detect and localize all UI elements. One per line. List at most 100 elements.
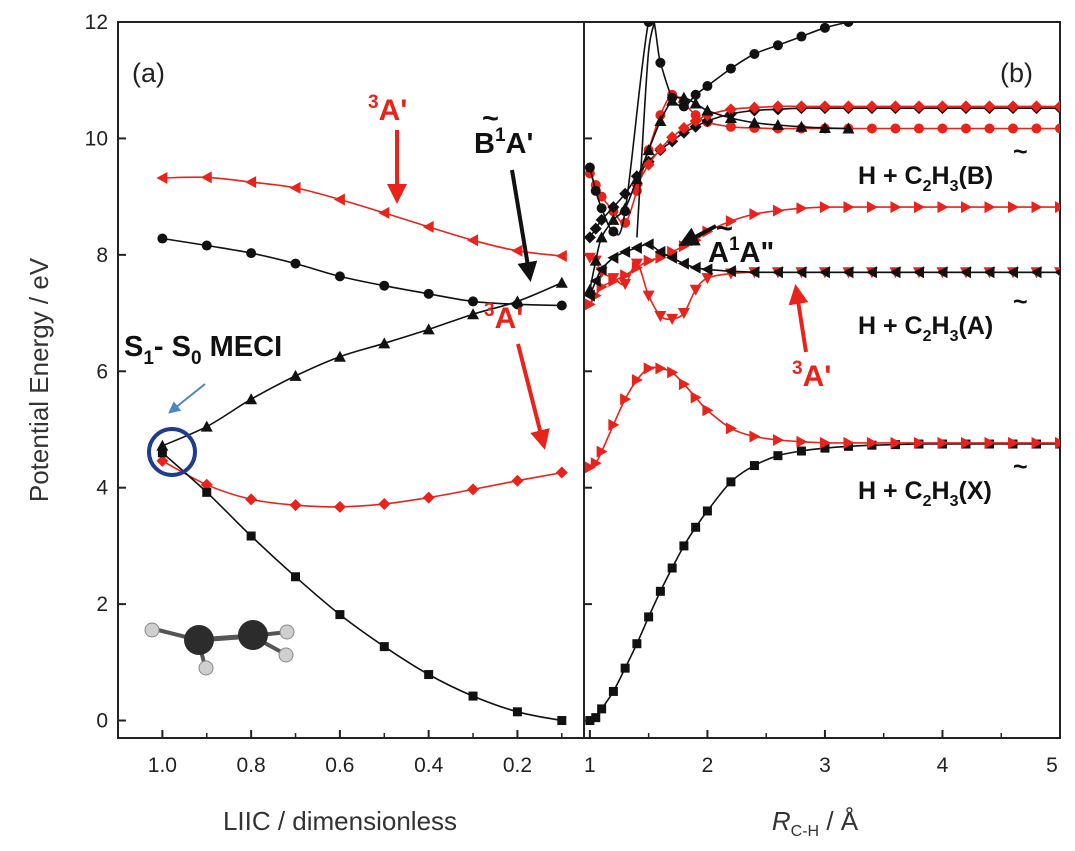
data-point — [590, 457, 602, 470]
svg-text:A1A": A1A" — [708, 234, 774, 269]
annotation-triplet-b: 3A' — [788, 284, 831, 393]
series-a-3 — [156, 454, 568, 513]
data-point — [334, 271, 345, 282]
panel-b-tag: (b) — [1000, 58, 1033, 88]
data-point — [619, 245, 631, 258]
data-point — [642, 144, 655, 156]
data-point — [584, 252, 596, 264]
a-sup: 1 — [729, 234, 740, 255]
data-point — [843, 441, 853, 451]
series-line — [162, 237, 562, 307]
data-point — [677, 91, 690, 103]
data-point — [724, 103, 737, 116]
atom-h — [278, 647, 294, 663]
ann-text: A' — [495, 302, 524, 335]
data-point — [667, 366, 679, 379]
x-tick-label: 4 — [937, 754, 949, 777]
data-point — [1055, 436, 1060, 449]
data-point — [866, 201, 878, 214]
asym-sub: 2 — [923, 328, 932, 345]
data-point — [701, 104, 714, 116]
a-text: A" — [740, 237, 775, 269]
meci-s1: S — [124, 331, 143, 363]
asym-sub2: 3 — [950, 493, 959, 510]
data-point — [749, 49, 760, 60]
data-point — [655, 362, 667, 375]
ann-sup: 3 — [792, 358, 803, 379]
data-point — [246, 531, 256, 541]
data-point — [200, 171, 212, 184]
annotation-a-state: A1A" ~ — [678, 213, 774, 269]
y-tick-label: 12 — [85, 11, 108, 34]
y-tick-label: 10 — [85, 127, 108, 150]
data-point — [678, 101, 689, 112]
atom-c — [184, 625, 214, 655]
x-tick-label: 0.6 — [325, 754, 354, 777]
data-point — [584, 461, 596, 474]
series-a-1 — [157, 233, 567, 311]
asym-pc: ) — [984, 477, 992, 505]
svg-text:3A': 3A' — [792, 358, 831, 393]
data-point — [335, 610, 345, 620]
panel-a-tag: (a) — [132, 58, 165, 88]
atom-c — [238, 620, 268, 650]
data-point — [677, 308, 690, 320]
arrow-b-state — [510, 169, 538, 282]
series-line — [589, 257, 1060, 321]
data-point — [725, 63, 736, 74]
data-point — [843, 436, 855, 449]
data-point — [585, 716, 595, 726]
x-tick-label: 2 — [702, 754, 714, 777]
data-point — [667, 563, 677, 573]
data-point — [702, 81, 713, 92]
data-point — [378, 497, 391, 510]
data-point — [512, 707, 522, 717]
data-point — [772, 433, 784, 446]
data-point — [689, 114, 702, 127]
data-point — [333, 193, 345, 206]
data-point — [913, 123, 924, 134]
x-tick-label: 1 — [584, 754, 596, 777]
arrow-meci — [168, 383, 206, 414]
ann-sup: 3 — [484, 300, 495, 321]
series-line — [162, 460, 562, 508]
data-point — [555, 466, 568, 479]
series-b-9 — [584, 22, 854, 237]
asym-letter: A — [967, 312, 985, 340]
data-point — [595, 231, 608, 243]
y-tick-label: 8 — [96, 244, 108, 267]
data-point — [378, 337, 391, 349]
tilde: ~ — [1013, 288, 1028, 316]
data-point — [771, 119, 784, 131]
data-point — [796, 446, 806, 456]
data-point — [607, 201, 620, 214]
data-point — [631, 374, 643, 386]
data-point — [595, 263, 607, 276]
data-point — [644, 612, 654, 622]
rch-sub: C-H — [791, 823, 819, 840]
data-point — [689, 261, 701, 274]
data-point — [677, 257, 689, 270]
a-tilde-letter: A — [708, 237, 729, 269]
data-point — [643, 362, 655, 375]
data-point — [667, 245, 679, 258]
data-point — [591, 713, 601, 723]
data-point — [608, 686, 618, 696]
data-point — [289, 181, 301, 194]
series-b-2 — [584, 201, 1060, 311]
data-point — [1054, 100, 1060, 113]
data-point — [379, 280, 390, 291]
asym-sub2: 3 — [950, 178, 959, 195]
data-point — [596, 203, 607, 214]
data-point — [202, 487, 212, 497]
data-point — [511, 474, 524, 487]
data-point — [1031, 436, 1043, 449]
arrow-triplet-bottom — [516, 343, 550, 450]
data-point — [511, 295, 524, 307]
data-point — [557, 716, 567, 726]
data-point — [691, 522, 701, 532]
data-point — [655, 586, 665, 596]
data-point — [619, 278, 632, 290]
panel-b-frame — [583, 21, 1061, 739]
data-point — [748, 116, 761, 128]
